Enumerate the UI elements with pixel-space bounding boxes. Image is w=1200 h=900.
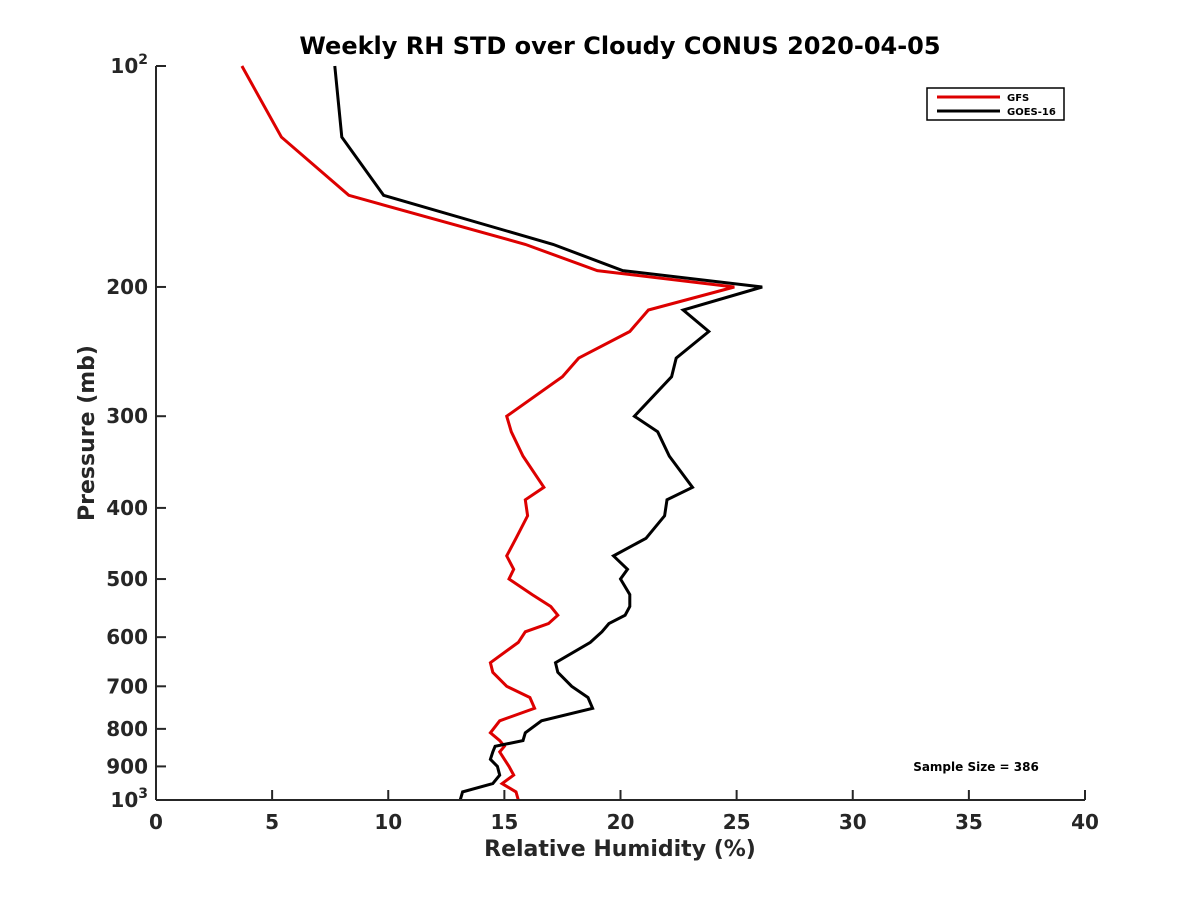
x-axis-label: Relative Humidity (%) (484, 837, 756, 862)
x-tick-label: 5 (265, 810, 279, 834)
series-line-gfs (240, 65, 735, 801)
y-ticks: 102 200 300 400 500 600 700 800 900 103 (106, 52, 166, 812)
x-tick-label: 0 (149, 810, 163, 834)
legend-box (926, 87, 1065, 121)
y-tick-label: 500 (106, 567, 148, 591)
plot-area: 0 5 10 15 20 25 30 35 40 102 200 300 400 500 600 700 80… (106, 52, 1099, 834)
legend-label-gfs: GFS (1007, 93, 1029, 104)
x-tick-label: 40 (1071, 810, 1099, 834)
y-tick-label: 600 (106, 625, 148, 649)
y-tick-label: 400 (106, 496, 148, 520)
x-tick-label: 15 (490, 810, 518, 834)
axes-layer (155, 66, 1085, 801)
y-tick-label: 200 (106, 275, 148, 299)
y-tick-label: 700 (106, 674, 148, 698)
y-tick-label: 102 (110, 52, 148, 78)
x-tick-label: 25 (723, 810, 751, 834)
x-ticks: 0 5 10 15 20 25 30 35 40 (149, 790, 1099, 834)
sample-size-annotation: Sample Size = 386 (913, 760, 1039, 774)
x-tick-label: 10 (374, 810, 402, 834)
y-tick-label: 900 (106, 754, 148, 778)
x-tick-label: 20 (607, 810, 635, 834)
y-tick-label: 103 (110, 786, 148, 812)
y-tick-label: 300 (106, 404, 148, 428)
x-tick-label: 35 (955, 810, 983, 834)
legend: GFS GOES-16 (926, 87, 1065, 121)
y-tick-label: 800 (106, 717, 148, 741)
series-line-goes16 (333, 65, 763, 801)
y-axis-label: Pressure (mb) (75, 345, 100, 521)
legend-label-goes16: GOES-16 (1007, 107, 1056, 118)
chart-title: Weekly RH STD over Cloudy CONUS 2020-04-… (299, 32, 940, 60)
x-tick-label: 30 (839, 810, 867, 834)
series-layer (240, 65, 763, 801)
